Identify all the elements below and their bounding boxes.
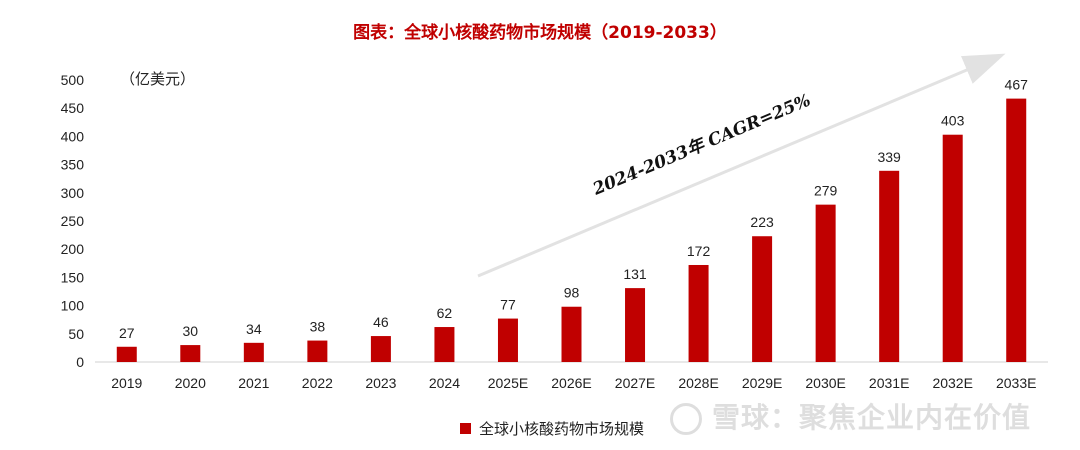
x-tick-label: 2019 — [111, 375, 142, 391]
y-tick-label: 150 — [61, 269, 85, 285]
bar — [307, 340, 328, 362]
bar — [688, 264, 709, 362]
y-tick-label: 100 — [61, 298, 85, 314]
x-tick-label: 2021 — [238, 375, 269, 391]
bar — [497, 318, 518, 362]
x-tick-label: 2028E — [678, 375, 718, 391]
y-tick-label: 500 — [61, 72, 85, 88]
bar — [1006, 98, 1027, 362]
data-label: 339 — [877, 149, 901, 165]
legend-swatch — [460, 423, 471, 434]
x-tick-label: 2029E — [742, 375, 782, 391]
y-tick-label: 450 — [61, 100, 85, 116]
data-label: 62 — [437, 305, 453, 321]
bar — [815, 204, 836, 362]
y-tick-label: 200 — [61, 241, 85, 257]
bar — [434, 327, 455, 362]
bar — [879, 170, 900, 362]
data-label: 131 — [623, 266, 647, 282]
x-tick-label: 2022 — [302, 375, 333, 391]
bar — [370, 336, 391, 362]
x-tick-label: 2025E — [488, 375, 528, 391]
data-label: 46 — [373, 314, 389, 330]
data-label: 34 — [246, 321, 262, 337]
data-label: 30 — [183, 323, 199, 339]
y-tick-label: 300 — [61, 185, 85, 201]
y-tick-label: 50 — [68, 326, 84, 342]
y-axis-unit-label: （亿美元） — [120, 70, 196, 88]
x-tick-label: 2027E — [615, 375, 655, 391]
legend-label: 全球小核酸药物市场规模 — [479, 420, 645, 438]
data-label: 403 — [941, 113, 965, 129]
x-tick-label: 2031E — [869, 375, 909, 391]
snowball-logo-icon — [670, 403, 702, 435]
watermark-text: 雪球：聚焦企业内在价值 — [712, 401, 1032, 434]
data-label: 27 — [119, 325, 135, 341]
bar — [752, 236, 773, 362]
data-label: 279 — [814, 183, 838, 199]
cagr-arrow — [477, 53, 1006, 278]
data-label: 467 — [1005, 77, 1029, 93]
bar — [180, 345, 201, 362]
bar — [561, 306, 582, 362]
chart-title: 图表：全球小核酸药物市场规模（2019-2033） — [353, 23, 727, 43]
x-tick-label: 2020 — [175, 375, 206, 391]
legend: 全球小核酸药物市场规模 — [460, 418, 644, 439]
x-tick-label: 2024 — [429, 375, 460, 391]
data-label: 223 — [750, 214, 774, 230]
data-label: 98 — [564, 285, 580, 301]
watermark: 雪球：聚焦企业内在价值 — [670, 396, 1031, 436]
bar — [942, 134, 963, 362]
y-tick-label: 350 — [61, 157, 85, 173]
x-tick-label: 2033E — [996, 375, 1036, 391]
x-tick-label: 2030E — [805, 375, 845, 391]
data-label: 38 — [310, 319, 326, 335]
bar — [625, 288, 646, 362]
data-label: 77 — [500, 297, 516, 313]
x-tick-label: 2023 — [365, 375, 396, 391]
bar — [243, 342, 264, 362]
cagr-annotation: 2024-2033年 CAGR=25% — [589, 90, 813, 200]
x-tick-label: 2032E — [932, 375, 972, 391]
y-tick-label: 0 — [76, 354, 84, 370]
y-tick-label: 250 — [61, 213, 85, 229]
data-label: 172 — [687, 243, 711, 259]
y-tick-label: 400 — [61, 128, 85, 144]
bar — [116, 346, 137, 362]
x-tick-label: 2026E — [551, 375, 591, 391]
